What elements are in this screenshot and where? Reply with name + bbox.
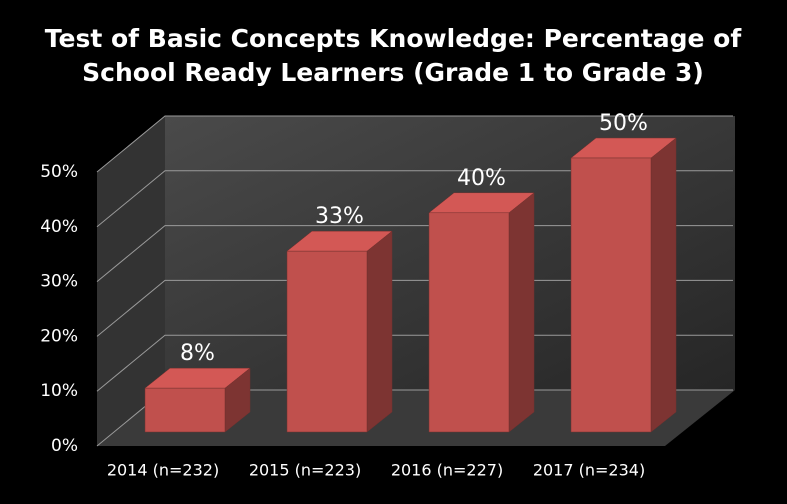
bar	[144, 367, 251, 433]
grid-line	[96, 225, 733, 282]
x-tick-label: 2014 (n=232)	[107, 461, 219, 480]
grid-line	[96, 279, 733, 337]
y-tick-label: 20%	[40, 326, 78, 346]
bar-front	[286, 250, 368, 433]
grid-line	[96, 170, 733, 228]
bar	[570, 137, 677, 433]
value-label: 8%	[180, 341, 215, 366]
bar	[286, 230, 393, 433]
side-wall	[97, 116, 165, 446]
value-label: 33%	[315, 204, 364, 229]
bar-front	[144, 387, 226, 433]
y-tick-label: 40%	[40, 217, 78, 237]
bar-side	[366, 230, 393, 433]
bar-side	[508, 192, 535, 433]
value-label: 50%	[599, 111, 648, 136]
bar-side	[650, 137, 677, 433]
value-label: 40%	[457, 166, 506, 191]
x-tick-label: 2016 (n=227)	[391, 461, 503, 480]
bar-front	[428, 212, 510, 433]
chart-title: School Ready Learners (Grade 1 to Grade …	[82, 58, 704, 87]
bar-front	[570, 157, 652, 433]
grid-line	[96, 334, 733, 392]
y-tick-label: 50%	[40, 162, 78, 182]
y-tick-label: 30%	[40, 272, 78, 292]
chart-title: Test of Basic Concepts Knowledge: Percen…	[45, 24, 743, 53]
y-tick-label: 10%	[40, 381, 78, 401]
x-tick-label: 2017 (n=234)	[533, 461, 645, 480]
y-tick-label: 0%	[51, 436, 78, 456]
grid-line	[96, 115, 733, 173]
bar	[428, 192, 535, 433]
x-tick-label: 2015 (n=223)	[249, 461, 361, 480]
